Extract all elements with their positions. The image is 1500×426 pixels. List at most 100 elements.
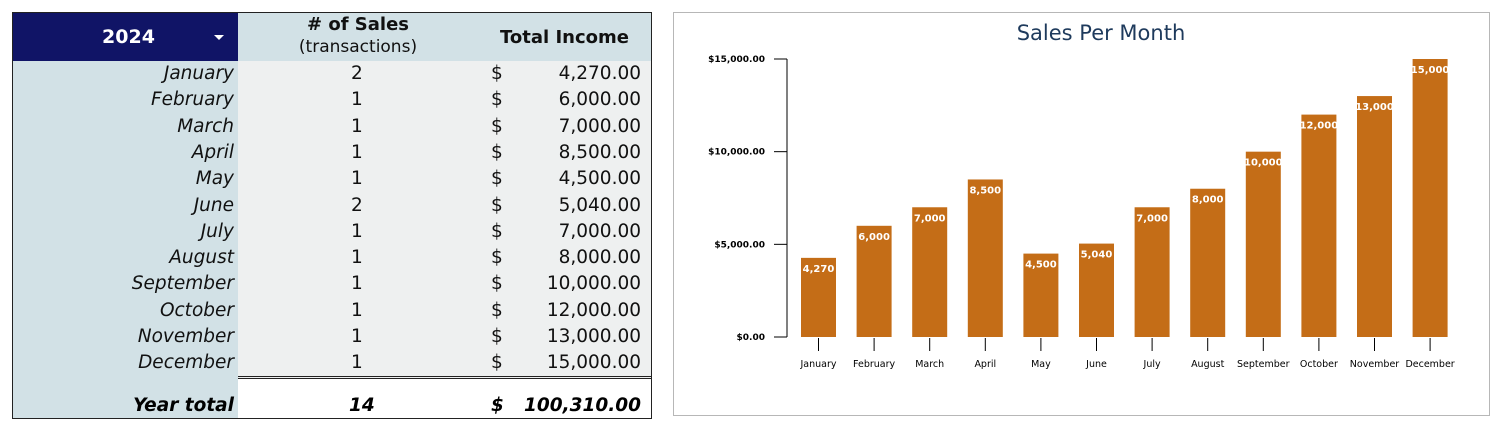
- month-cell: July: [200, 220, 234, 242]
- table-row: January 2 $4,270.00: [13, 62, 651, 88]
- table-row: July 1 $7,000.00: [13, 220, 651, 246]
- month-cell: October: [159, 299, 234, 321]
- y-tick-label: $5,000.00: [714, 240, 765, 250]
- data-label: 8,500: [969, 185, 1001, 196]
- table-row: May 1 $4,500.00: [13, 167, 651, 193]
- table-row: December 1 $15,000.00: [13, 351, 651, 377]
- bar: [1357, 96, 1392, 337]
- month-cell: May: [195, 168, 234, 190]
- table-row: September 1 $10,000.00: [13, 272, 651, 298]
- currency-symbol: $: [491, 395, 504, 416]
- total-income-header: Total Income: [500, 27, 629, 48]
- bar: [1301, 114, 1337, 337]
- income-cell: 8,500.00: [558, 141, 641, 163]
- month-cell: September: [131, 273, 234, 295]
- month-cell: August: [169, 247, 234, 269]
- currency-symbol: $: [491, 194, 503, 216]
- year-dropdown[interactable]: 2024: [13, 13, 238, 61]
- income-cell: 13,000.00: [546, 326, 641, 347]
- currency-symbol: $: [491, 247, 503, 269]
- data-label: 13,000: [1355, 102, 1394, 113]
- month-cell: November: [137, 326, 234, 347]
- x-tick-label: October: [1300, 359, 1338, 370]
- currency-symbol: $: [491, 352, 503, 374]
- sales-cell: 1: [351, 326, 363, 347]
- chart-title: Sales Per Month: [1017, 21, 1186, 45]
- sales-table: 2024 # of Sales (transactions) Total Inc…: [12, 12, 652, 419]
- total-label: Year total: [133, 395, 234, 416]
- income-cell: 6,000.00: [558, 89, 641, 111]
- total-sales: 14: [349, 395, 375, 416]
- x-tick-label: May: [1031, 359, 1051, 370]
- x-tick-label: March: [915, 359, 944, 370]
- month-cell: February: [151, 89, 234, 111]
- bar: [1245, 151, 1281, 337]
- income-cell: 7,000.00: [558, 220, 641, 242]
- data-label: 7,000: [914, 213, 946, 224]
- x-tick-label: September: [1237, 359, 1290, 370]
- bar: [912, 207, 948, 337]
- y-tick-label: $10,000.00: [708, 148, 765, 158]
- bar: [1412, 59, 1448, 337]
- sales-cell: 1: [351, 299, 363, 321]
- sales-cell: 1: [351, 247, 363, 269]
- total-income: 100,310.00: [523, 395, 641, 416]
- sales-count-subheader: (transactions): [298, 37, 418, 57]
- table-row: October 1 $12,000.00: [13, 299, 651, 325]
- total-separator: [238, 376, 651, 379]
- bar: [1023, 253, 1059, 337]
- currency-symbol: $: [491, 141, 503, 163]
- bar: [1134, 207, 1170, 337]
- currency-symbol: $: [491, 168, 503, 190]
- table-row: April 1 $8,500.00: [13, 141, 651, 167]
- x-tick-label: April: [974, 359, 996, 370]
- data-label: 6,000: [858, 232, 890, 243]
- income-cell: 4,270.00: [558, 63, 641, 84]
- currency-symbol: $: [491, 326, 503, 347]
- table-header: # of Sales (transactions) Total Income: [238, 13, 651, 61]
- currency-symbol: $: [491, 273, 503, 295]
- x-tick-label: November: [1350, 359, 1400, 370]
- sales-cell: 2: [351, 63, 363, 84]
- income-cell: 4,500.00: [558, 168, 641, 190]
- currency-symbol: $: [491, 220, 503, 242]
- sales-cell: 1: [351, 141, 363, 163]
- sales-cell: 1: [351, 273, 363, 295]
- income-cell: 15,000.00: [546, 352, 641, 374]
- income-cell: 7,000.00: [558, 115, 641, 137]
- table-body-background: [238, 61, 651, 379]
- currency-symbol: $: [491, 89, 503, 111]
- data-label: 4,270: [803, 264, 835, 275]
- income-cell: 5,040.00: [558, 194, 641, 216]
- data-label: 10,000: [1244, 158, 1283, 169]
- x-tick-label: February: [853, 359, 895, 370]
- y-tick-label: $0.00: [737, 333, 765, 343]
- x-tick-label: June: [1085, 359, 1107, 370]
- table-row: November 1 $13,000.00: [13, 325, 651, 351]
- income-cell: 12,000.00: [546, 299, 641, 321]
- x-tick-label: December: [1405, 359, 1454, 370]
- bar: [801, 257, 836, 337]
- x-tick-label: January: [799, 359, 836, 370]
- income-cell: 8,000.00: [558, 247, 641, 269]
- table-row: August 1 $8,000.00: [13, 246, 651, 272]
- x-tick-label: August: [1191, 359, 1225, 370]
- chevron-down-icon[interactable]: [214, 34, 224, 40]
- income-cell: 10,000.00: [546, 273, 641, 295]
- year-value: 2024: [102, 26, 155, 48]
- data-label: 15,000: [1411, 65, 1450, 76]
- y-tick-label: $15,000.00: [708, 55, 765, 65]
- data-label: 7,000: [1136, 213, 1168, 224]
- month-cell: April: [191, 141, 234, 163]
- month-column-background: [13, 61, 238, 418]
- x-tick-label: July: [1143, 359, 1161, 370]
- chart-canvas: Sales Per Month $0.00 $5,000.00 $10,000.00…: [708, 21, 1455, 370]
- month-cell: June: [193, 194, 234, 216]
- bar: [1079, 243, 1114, 337]
- table-row: March 1 $7,000.00: [13, 115, 651, 141]
- bar: [967, 179, 1003, 337]
- month-cell: December: [138, 352, 234, 374]
- sales-chart: Sales Per Month $0.00 $5,000.00 $10,000.00…: [673, 12, 1490, 416]
- sales-count-header: # of Sales: [306, 14, 409, 35]
- data-label: 8,000: [1192, 195, 1224, 206]
